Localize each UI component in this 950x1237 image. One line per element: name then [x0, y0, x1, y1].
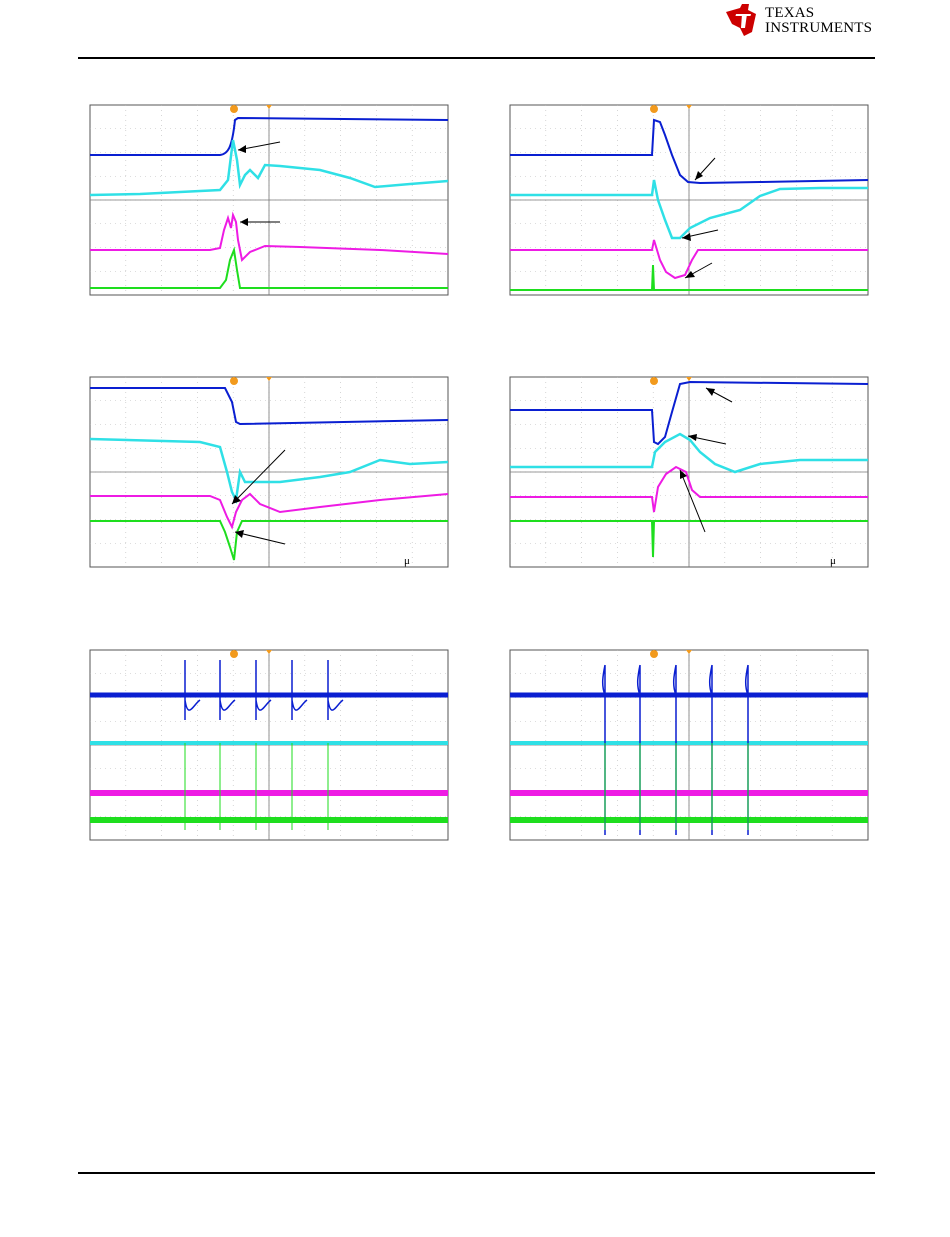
- trigger-marker-icon: [650, 650, 658, 658]
- ch3-trace: [90, 211, 449, 263]
- scope-screenshot-6: [500, 645, 872, 845]
- pulse-spike: [327, 660, 344, 720]
- ch3-trace: [510, 239, 868, 280]
- trigger-marker-icon: [230, 650, 238, 658]
- ch4-trace: [90, 246, 448, 289]
- ti-state-logo-icon: [726, 4, 756, 36]
- unit-glyph: μ: [404, 555, 410, 567]
- ch4-trace: [510, 520, 868, 558]
- ch2-trace: [89, 139, 449, 197]
- ti-logo: [722, 2, 882, 38]
- ch1-trace: [510, 118, 869, 185]
- ch1-trace: [90, 387, 449, 426]
- trigger-marker-icon: [650, 377, 658, 385]
- scope-screenshot-1: [80, 100, 452, 300]
- ch4-trace: [90, 520, 448, 561]
- annotation-arrow: [231, 449, 286, 505]
- ch2-trace: [510, 432, 868, 474]
- trigger-marker-icon: [230, 377, 238, 385]
- ch4-trace: [510, 264, 868, 291]
- logo-line-2: INSTRUMENTS: [765, 20, 873, 36]
- trigger-marker-icon: [650, 105, 658, 113]
- ch1-trace: [510, 380, 869, 446]
- unit-glyph: μ: [830, 555, 836, 567]
- ch3-trace: [90, 492, 449, 530]
- footer-rule: [78, 1172, 875, 1174]
- annotation-arrow: [679, 469, 706, 533]
- trigger-marker-icon: [230, 105, 238, 113]
- ti-wordmark: TEXAS INSTRUMENTS: [765, 6, 872, 36]
- pulse-spike: [255, 660, 272, 720]
- ch3-trace: [510, 465, 868, 513]
- scope-screenshot-3: μ: [80, 372, 452, 572]
- pulse-spike: [219, 660, 236, 720]
- scope-grid: [89, 104, 449, 296]
- scope-grid: [89, 376, 449, 568]
- annotation-arrow: [234, 531, 286, 545]
- scope-grid: [509, 376, 869, 568]
- scope-screenshot-5: [80, 645, 452, 845]
- scope-screenshot-4: μ: [500, 372, 872, 572]
- scope-pulses: [90, 660, 448, 830]
- scope-pulses: [510, 664, 868, 835]
- ch1-trace: [90, 116, 449, 156]
- ch2-trace: [89, 437, 449, 505]
- header-rule: [78, 57, 875, 59]
- scope-screenshot-2: [500, 100, 872, 300]
- logo-line-1: TEXAS: [765, 5, 815, 21]
- scope-grid: [509, 104, 869, 296]
- ch2-trace: [510, 179, 868, 240]
- pulse-spike: [184, 660, 201, 720]
- pulse-spike: [291, 660, 308, 720]
